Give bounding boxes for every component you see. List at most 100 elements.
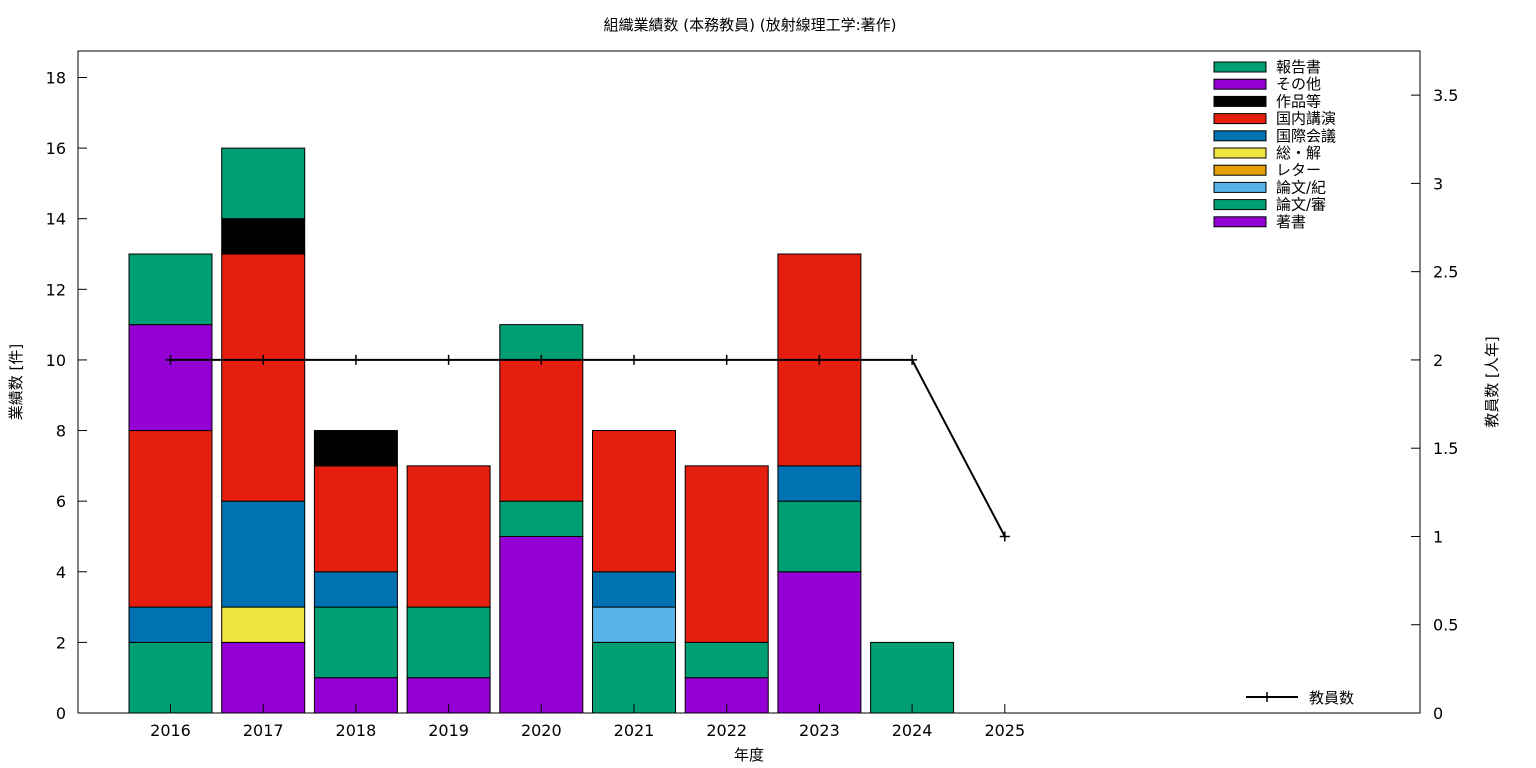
legend-swatch xyxy=(1213,61,1267,73)
legend-label: 論文/審 xyxy=(1276,196,1326,214)
legend-label: その他 xyxy=(1276,75,1321,93)
legend-label: レター xyxy=(1276,161,1321,179)
y-tick-label: 18 xyxy=(46,68,66,87)
bar-2018-series-7 xyxy=(313,430,398,467)
y-tick-label: 16 xyxy=(46,139,66,158)
legend-label: 国内講演 xyxy=(1276,110,1336,128)
bar-2024-series-1 xyxy=(870,641,955,714)
bar-2020-series-9 xyxy=(499,324,584,361)
x-tick-label: 2016 xyxy=(150,721,191,740)
y-tick-label: 8 xyxy=(56,422,66,441)
legend-swatch xyxy=(1213,147,1267,159)
bar-2016-series-9 xyxy=(128,253,213,326)
line-point-2025 xyxy=(999,531,1010,542)
bar-2021-series-1 xyxy=(592,641,676,714)
y2-tick-label: 0 xyxy=(1433,704,1443,723)
x-axis-label: 年度 xyxy=(734,746,764,764)
bar-2021-series-2 xyxy=(592,606,676,643)
y-tick-label: 4 xyxy=(56,563,66,582)
y2-tick-label: 3 xyxy=(1433,174,1443,193)
bar-2016-series-6 xyxy=(128,430,213,608)
line-point-2018 xyxy=(350,354,361,365)
legend-swatch xyxy=(1213,78,1267,90)
bar-2018-series-1 xyxy=(313,606,398,679)
line-series-teachers xyxy=(170,358,1006,537)
x-tick-label: 2022 xyxy=(706,721,747,740)
line-point-2024 xyxy=(907,354,918,365)
y-tick-label: 12 xyxy=(46,280,66,299)
bar-2016-series-8 xyxy=(128,324,213,432)
legend-label-line: 教員数 xyxy=(1309,689,1354,707)
bar-2019-series-1 xyxy=(406,606,491,679)
x-tick-label: 2023 xyxy=(799,721,840,740)
legend-swatch xyxy=(1213,113,1267,125)
bar-2016-series-5 xyxy=(128,606,213,643)
y2-tick-label: 1 xyxy=(1433,527,1443,546)
legend-swatch xyxy=(1213,95,1267,107)
bar-2017-series-6 xyxy=(221,253,306,502)
legend-label: 著書 xyxy=(1276,213,1306,231)
x-tick-label: 2017 xyxy=(243,721,284,740)
x-tick-label: 2019 xyxy=(428,721,469,740)
bar-2020-series-6 xyxy=(499,359,584,502)
x-tick-label: 2018 xyxy=(336,721,377,740)
legend-swatch xyxy=(1213,164,1267,176)
line-layer xyxy=(165,354,1010,542)
y2-tick-label: 3.5 xyxy=(1433,86,1458,105)
legend-label: 国際会議 xyxy=(1276,127,1336,145)
bar-2017-series-5 xyxy=(221,500,306,608)
x-tick-label: 2025 xyxy=(984,721,1025,740)
y-tick-label: 6 xyxy=(56,492,66,511)
legend-swatch xyxy=(1213,130,1267,142)
bar-2022-series-6 xyxy=(684,465,769,643)
legend-label: 論文/紀 xyxy=(1276,178,1326,196)
line-point-2020 xyxy=(536,354,547,365)
bar-2023-series-5 xyxy=(777,465,862,502)
bar-2019-series-6 xyxy=(406,465,491,608)
y2-axis-label: 教員数 [人年] xyxy=(1483,336,1501,427)
legend-swatch xyxy=(1213,181,1267,193)
bar-2018-series-6 xyxy=(313,465,398,573)
x-tick-label: 2024 xyxy=(892,721,933,740)
y-tick-label: 2 xyxy=(56,633,66,652)
bar-2016-series-1 xyxy=(128,641,213,714)
legend-swatch xyxy=(1213,216,1267,228)
y2-tick-label: 0.5 xyxy=(1433,616,1458,635)
y-tick-label: 10 xyxy=(46,351,66,370)
y-tick-label: 0 xyxy=(56,704,66,723)
line-point-2017 xyxy=(258,354,269,365)
bar-2020-series-1 xyxy=(499,500,584,537)
legend-label: 作品等 xyxy=(1276,92,1321,110)
line-point-2021 xyxy=(629,354,639,365)
bar-2020-series-0 xyxy=(499,535,584,714)
y2-tick-label: 2.5 xyxy=(1433,263,1458,282)
bar-2021-series-5 xyxy=(592,571,676,608)
bars-layer xyxy=(128,147,955,714)
bar-2017-series-4 xyxy=(221,606,306,643)
line-point-2023 xyxy=(814,354,825,365)
x-tick-label: 2021 xyxy=(614,721,655,740)
legend-label: 総・解 xyxy=(1276,144,1321,162)
chart-title: 組織業績数 (本務教員) (放射線理工学:著作) xyxy=(604,16,897,34)
legend-swatch xyxy=(1213,199,1267,211)
bar-2017-series-9 xyxy=(221,147,306,220)
line-point-2016 xyxy=(165,354,176,365)
bar-2023-series-0 xyxy=(777,571,862,714)
y2-tick-label: 1.5 xyxy=(1433,439,1458,458)
y-tick-label: 14 xyxy=(46,210,66,229)
x-tick-label: 2020 xyxy=(521,721,562,740)
legend-label: 報告書 xyxy=(1276,58,1321,76)
line-point-2019 xyxy=(443,354,454,365)
bar-2021-series-6 xyxy=(592,430,676,573)
bar-2023-series-1 xyxy=(777,500,862,573)
axes-layer: 0 2 4 6 8 10 12 14 16 18 0 0.5 1 1.5 2 2.5 3 3.5 2016 2017 2… xyxy=(46,68,1459,740)
y-axis-label: 業績数 [件] xyxy=(7,344,25,420)
plot-frame xyxy=(77,50,1421,714)
bar-2022-series-1 xyxy=(684,641,769,679)
bar-2017-series-0 xyxy=(221,641,306,714)
y2-tick-label: 2 xyxy=(1433,351,1443,370)
line-point-2022 xyxy=(721,354,732,365)
